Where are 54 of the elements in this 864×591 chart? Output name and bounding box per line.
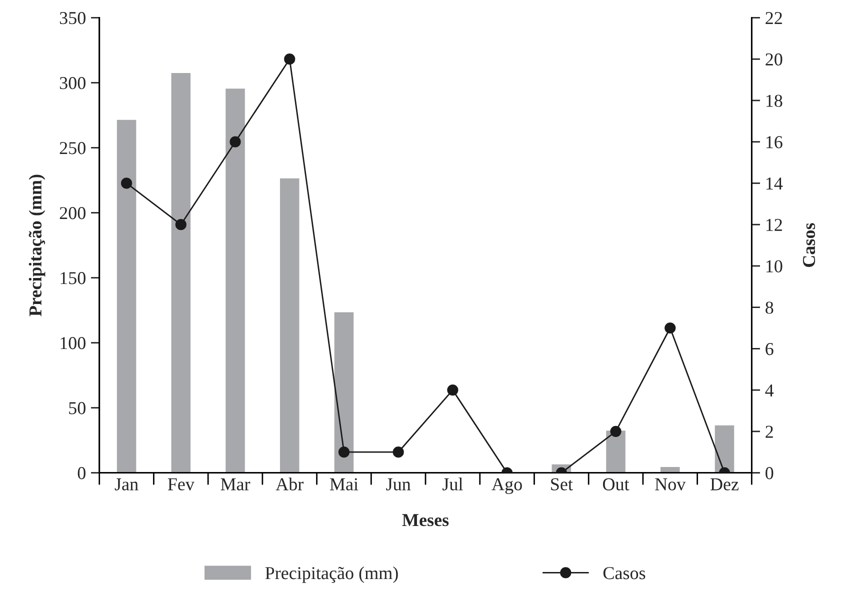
x-tick-label: Set <box>551 478 573 490</box>
y-tick-label: 0 <box>78 467 86 480</box>
y2-tick-label: 8 <box>766 302 774 314</box>
y-tick-label: 200 <box>60 207 86 220</box>
y2-tick-label: 10 <box>766 260 782 272</box>
x-axis-title: Meses <box>402 514 449 526</box>
x-tick-label: Out <box>602 478 630 490</box>
y-tick-label: 250 <box>60 142 86 154</box>
point <box>120 178 132 189</box>
point <box>447 384 458 396</box>
y2-tick-label: 6 <box>766 343 774 356</box>
y-axis-title: Precipitação (mm) <box>28 174 46 316</box>
x-tick-label: Dez <box>710 478 739 490</box>
x-tick-label: Jul <box>442 478 463 490</box>
point <box>230 136 241 148</box>
y-tick-label: 350 <box>60 12 86 24</box>
y2-tick-label: 0 <box>766 467 774 480</box>
x-tick-label: Ago <box>492 478 522 494</box>
y2-tick-label: 14 <box>766 178 783 190</box>
x-tick-label: Mai <box>330 478 358 490</box>
y-tick-label: 50 <box>69 402 86 414</box>
x-tick-label: Nov <box>655 478 686 490</box>
x-tick-label: Jan <box>114 478 138 490</box>
y-tick-label: 100 <box>60 337 86 350</box>
bar <box>278 176 301 473</box>
y2-tick-label: 22 <box>766 12 782 24</box>
y2-axis-title: Casos <box>802 223 816 267</box>
y2-tick-label: 12 <box>766 218 782 231</box>
bar <box>170 72 192 473</box>
bar <box>224 87 246 473</box>
point <box>338 446 350 458</box>
y-tick-label: 300 <box>60 76 86 90</box>
y-tick-label: 150 <box>60 272 86 284</box>
bar <box>604 429 627 473</box>
x-tick-label: Mar <box>220 478 250 490</box>
point <box>392 446 404 458</box>
bar <box>116 118 138 473</box>
x-tick-label: Fev <box>168 478 194 490</box>
y2-tick-label: 20 <box>766 53 782 66</box>
point <box>664 322 676 334</box>
x-tick-label: Jun <box>386 478 411 490</box>
bar <box>332 310 356 473</box>
x-tick-label: Abr <box>276 478 304 490</box>
y2-tick-label: 16 <box>766 136 782 148</box>
point <box>175 219 186 230</box>
point <box>284 54 296 65</box>
y2-tick-label: 2 <box>766 426 773 438</box>
legend-label: Casos <box>603 567 646 580</box>
y2-tick-label: 18 <box>766 94 782 107</box>
bar <box>659 466 682 473</box>
point <box>610 426 622 437</box>
bar <box>713 424 736 473</box>
legend-label: Precipitação (mm) <box>265 566 398 583</box>
y2-tick-label: 4 <box>765 384 774 396</box>
